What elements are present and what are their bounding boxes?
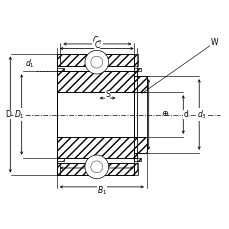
Text: W: W bbox=[209, 38, 217, 47]
Polygon shape bbox=[60, 54, 134, 65]
Text: $\oplus$: $\oplus$ bbox=[160, 109, 169, 118]
Circle shape bbox=[85, 155, 108, 179]
Text: B: B bbox=[94, 167, 99, 176]
Polygon shape bbox=[57, 54, 60, 65]
Polygon shape bbox=[57, 164, 60, 175]
Polygon shape bbox=[134, 76, 146, 92]
Text: $C_2$: $C_2$ bbox=[92, 34, 102, 46]
Text: D: D bbox=[5, 110, 11, 119]
Polygon shape bbox=[57, 158, 63, 161]
Text: $d_3$: $d_3$ bbox=[197, 108, 206, 121]
Polygon shape bbox=[134, 137, 146, 153]
Text: C: C bbox=[94, 41, 99, 50]
Text: $d_1$: $d_1$ bbox=[25, 58, 35, 70]
Polygon shape bbox=[134, 158, 141, 161]
Polygon shape bbox=[134, 54, 137, 65]
Text: $B_1$: $B_1$ bbox=[96, 184, 106, 197]
Polygon shape bbox=[134, 68, 141, 71]
Text: S: S bbox=[105, 90, 109, 99]
Polygon shape bbox=[57, 137, 136, 158]
Polygon shape bbox=[60, 164, 134, 175]
Polygon shape bbox=[57, 71, 136, 92]
Circle shape bbox=[85, 50, 108, 74]
Text: $D_1$: $D_1$ bbox=[14, 108, 25, 121]
Polygon shape bbox=[134, 164, 137, 175]
Text: d: d bbox=[183, 110, 188, 119]
Polygon shape bbox=[57, 68, 63, 71]
